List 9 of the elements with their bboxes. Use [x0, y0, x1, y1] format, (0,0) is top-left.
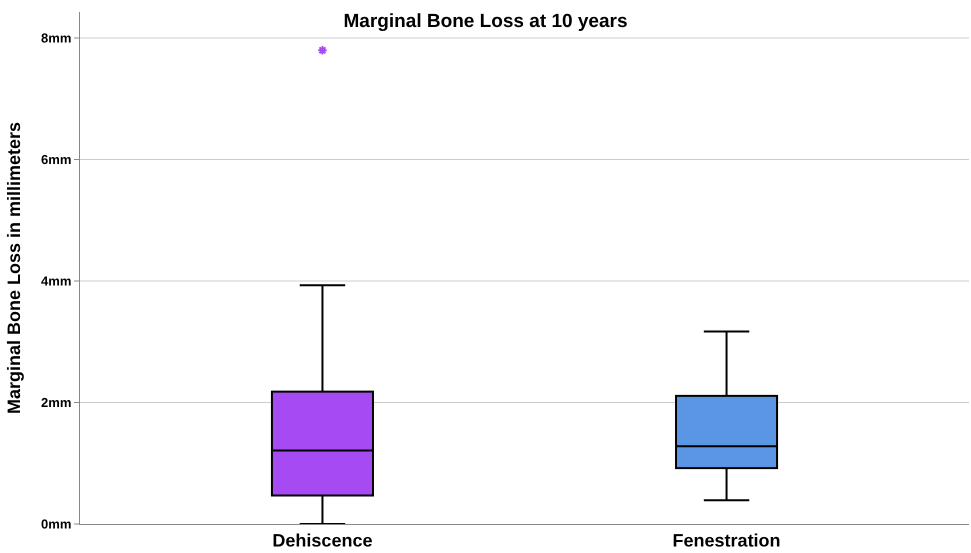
- y-axis-title: Marginal Bone Loss in millimeters: [4, 122, 24, 414]
- y-tick-label: 4mm: [41, 274, 72, 289]
- x-tick-label: Fenestration: [672, 530, 781, 551]
- y-tick-label: 2mm: [41, 395, 72, 410]
- x-tick-label: Dehiscence: [272, 530, 372, 551]
- y-tick-label: 6mm: [41, 152, 72, 168]
- y-tick-label: 0mm: [41, 516, 72, 532]
- y-tick-label: 8mm: [41, 30, 72, 46]
- chart-title: Marginal Bone Loss at 10 years: [343, 11, 628, 32]
